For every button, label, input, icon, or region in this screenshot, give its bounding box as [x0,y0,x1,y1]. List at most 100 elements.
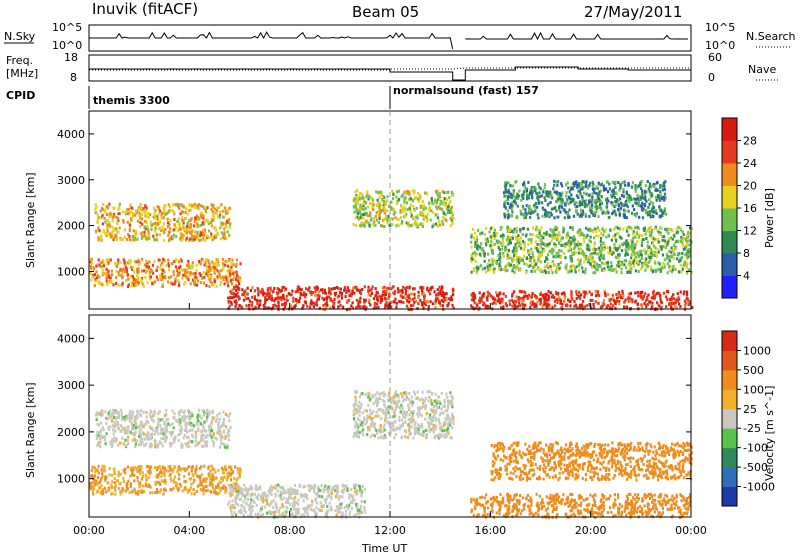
power-cell [507,248,511,252]
velocity-cell [108,473,111,477]
power-cell [575,243,578,247]
power-cell [386,286,389,290]
power-cell [135,281,138,285]
velocity-cell [139,471,142,475]
power-cell [245,304,248,308]
power-cell [518,268,521,272]
power-cell [594,271,597,275]
power-cell [107,258,110,262]
power-cell [598,256,601,260]
power-cell [178,272,181,276]
power-cell [506,202,509,205]
power-cell [302,293,305,297]
power-cell [141,222,144,226]
power-cell [124,263,127,267]
power-cell [179,257,183,261]
power-cell [634,214,637,218]
velocity-cell [224,468,228,472]
power-cell [624,203,627,207]
power-cell [212,226,216,230]
power-cell [643,229,646,233]
velocity-cell [94,481,97,485]
power-cell [363,300,366,304]
power-cell [211,203,214,207]
power-cell [232,292,235,296]
power-cell [548,306,551,310]
power-cell [507,188,510,192]
power-cell [605,198,608,202]
velocity-cell [94,470,97,473]
power-cell [661,213,664,217]
power-cell [628,263,631,267]
power-cell [437,205,440,209]
power-cell [356,288,359,292]
power-cell [571,199,574,203]
power-cell [556,215,559,219]
power-cell [165,263,168,267]
power-cell [619,296,622,300]
velocity-cell [97,464,100,468]
power-cell [187,278,190,282]
power-cell [451,193,454,197]
velocity-cell [165,418,168,422]
nsearch-label: N.Search [746,30,796,43]
power-cell [93,273,96,277]
power-cell [513,265,516,269]
velocity-cell [172,478,175,482]
power-cell [442,215,445,219]
power-cell [205,234,209,238]
power-cell [481,295,484,299]
power-cell [601,228,604,232]
velocity-cell [131,413,134,417]
power-cell [132,265,135,269]
power-cell [220,221,223,225]
power-cell [611,203,614,207]
power-cell [352,205,356,208]
power-cell [148,277,152,281]
power-cell [312,305,315,309]
power-cell [436,213,439,217]
power-cell [325,306,328,310]
power-cell [443,298,446,302]
power-cell [395,195,398,199]
power-cell [556,298,559,302]
power-cell [568,190,571,194]
power-cell [447,190,450,194]
power-cell [130,265,133,269]
velocity-cell [144,484,148,487]
power-cell [184,268,187,272]
power-cell [188,274,191,277]
power-cell [149,275,153,279]
power-cell [181,233,184,237]
power-cell [113,206,116,210]
power-cell [565,191,568,194]
power-cell [233,286,236,290]
power-cell [192,272,195,276]
power-cell [163,208,166,212]
power-cell [512,199,516,203]
velocity-cell [208,412,211,416]
power-cell [149,220,152,224]
power-cell [674,267,677,271]
power-cell [161,284,164,288]
velocity-cell [160,470,163,474]
power-cell [146,212,149,216]
power-cell [657,195,660,199]
power-cell [513,270,516,274]
power-cell [590,199,593,203]
power-cell [567,249,570,253]
power-cell [572,247,575,251]
velocity-cell [203,465,206,469]
power-cell [575,180,578,184]
power-cell [566,304,569,308]
power-cell [527,211,530,215]
power-cell [391,223,394,227]
power-cell [420,210,423,214]
power-cell [581,249,584,253]
power-cell [591,256,594,260]
power-cell [594,248,597,251]
power-cell [567,186,570,190]
power-cell [180,203,183,207]
power-cell [631,204,634,208]
power-cell [659,294,662,298]
